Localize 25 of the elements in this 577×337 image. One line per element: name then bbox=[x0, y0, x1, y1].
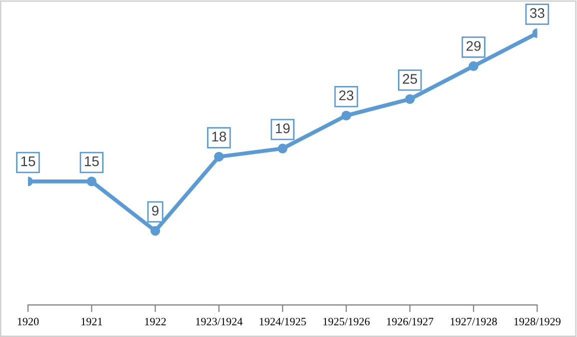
data-label: 15 bbox=[21, 156, 36, 166]
point bbox=[278, 144, 288, 154]
data-label: 15 bbox=[84, 156, 99, 166]
data-label: 23 bbox=[339, 90, 354, 100]
point bbox=[341, 110, 352, 120]
x-tick-label: 1928/1929 bbox=[514, 318, 560, 326]
x-tick-label: 1925/1926 bbox=[323, 318, 370, 326]
point bbox=[86, 176, 96, 186]
x-tick-label: 1926/1927 bbox=[387, 318, 434, 326]
x-tick-label: 1920 bbox=[18, 318, 39, 326]
x-tick-label: 1924/1925 bbox=[260, 318, 306, 326]
x-tick-label: 1921 bbox=[82, 318, 102, 326]
point bbox=[468, 61, 478, 72]
data-label: 33 bbox=[530, 8, 544, 18]
point bbox=[150, 226, 160, 236]
data-label: 9 bbox=[152, 206, 158, 216]
data-label: 18 bbox=[212, 132, 226, 142]
x-tick-label: 1922 bbox=[145, 318, 166, 326]
x-tick-label: 1923/1924 bbox=[196, 318, 243, 326]
point bbox=[214, 152, 224, 162]
data-label: 25 bbox=[402, 74, 418, 84]
data-label: 29 bbox=[466, 41, 481, 51]
point bbox=[405, 94, 415, 104]
data-label: 19 bbox=[276, 123, 290, 134]
x-tick-label: 1927/1928 bbox=[450, 318, 497, 326]
